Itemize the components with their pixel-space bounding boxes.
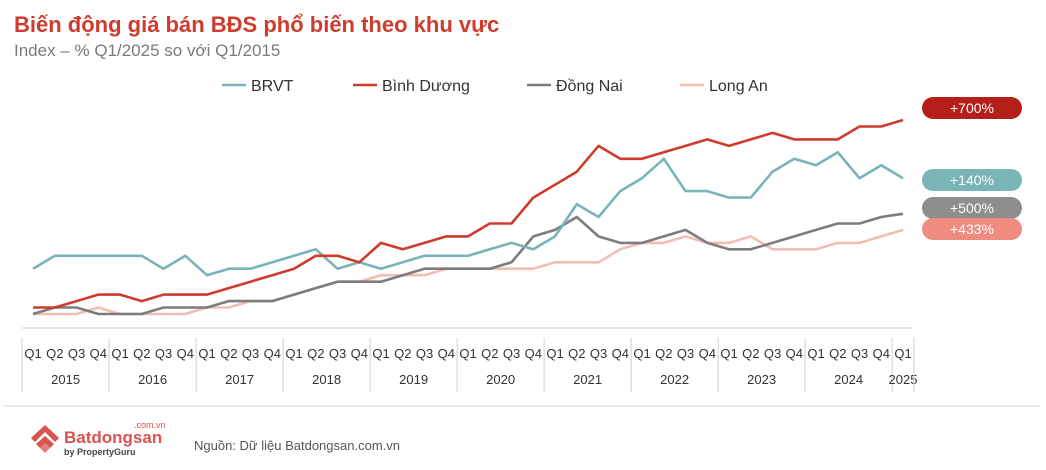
x-tick-label: Q2 bbox=[742, 346, 759, 361]
brand-name: Batdongsan bbox=[64, 428, 163, 447]
x-tick-label: Q4 bbox=[351, 346, 368, 361]
x-tick-label: Q3 bbox=[416, 346, 433, 361]
year-label: 2016 bbox=[138, 372, 167, 387]
x-tick-label: Q4 bbox=[873, 346, 890, 361]
end-label-pill bbox=[922, 97, 1022, 119]
brand-suffix: .com.vn bbox=[134, 420, 166, 430]
x-tick-label: Q3 bbox=[242, 346, 259, 361]
series-line-1 bbox=[33, 118, 904, 309]
legend-label: Đồng Nai bbox=[556, 78, 623, 95]
end-label-pill bbox=[922, 169, 1022, 191]
end-label-text: +433% bbox=[950, 221, 994, 237]
end-label-pill bbox=[922, 197, 1022, 219]
x-tick-label: Q2 bbox=[829, 346, 846, 361]
x-tick-label: Q3 bbox=[503, 346, 520, 361]
x-tick-label: Q4 bbox=[177, 346, 194, 361]
x-tick-label: Q1 bbox=[720, 346, 737, 361]
batdongsan-logo-icon bbox=[31, 425, 59, 453]
x-tick-label: Q2 bbox=[481, 346, 498, 361]
x-tick-label: Q2 bbox=[568, 346, 585, 361]
line-chart: BRVT Bình Dương Đồng Nai Long An +140% +700% +… bbox=[4, 78, 1040, 407]
end-label-text: +500% bbox=[950, 200, 994, 216]
x-tick-label: Q2 bbox=[394, 346, 411, 361]
x-tick-label: Q1 bbox=[24, 346, 41, 361]
x-tick-label: Q1 bbox=[807, 346, 824, 361]
year-label: 2021 bbox=[573, 372, 602, 387]
end-label-pill bbox=[922, 218, 1022, 240]
x-tick-label: Q3 bbox=[677, 346, 694, 361]
year-label: 2020 bbox=[486, 372, 515, 387]
end-label-0: +140% bbox=[922, 169, 1022, 191]
legend-item-2: Đồng Nai bbox=[527, 78, 623, 95]
x-tick-label: Q1 bbox=[459, 346, 476, 361]
series-line-2 bbox=[32, 212, 904, 316]
x-tick-label: Q3 bbox=[68, 346, 85, 361]
end-label-text: +140% bbox=[950, 172, 994, 188]
x-tick-label: Q4 bbox=[264, 346, 281, 361]
year-label: 2017 bbox=[225, 372, 254, 387]
brand-byline: by PropertyGuru bbox=[64, 447, 136, 457]
x-tick-label: Q3 bbox=[155, 346, 172, 361]
x-tick-label: Q1 bbox=[546, 346, 563, 361]
year-label: 2019 bbox=[399, 372, 428, 387]
x-tick-label: Q1 bbox=[633, 346, 650, 361]
legend-label: Long An bbox=[709, 78, 768, 95]
x-tick-label: Q3 bbox=[764, 346, 781, 361]
series-line-0 bbox=[32, 151, 904, 277]
year-label: 2015 bbox=[51, 372, 80, 387]
year-label: 2025 bbox=[889, 372, 918, 387]
legend-item-0: BRVT bbox=[222, 78, 294, 95]
year-label: 2018 bbox=[312, 372, 341, 387]
legend-item-1: Bình Dương bbox=[353, 78, 470, 95]
x-tick-label: Q3 bbox=[851, 346, 868, 361]
x-tick-label: Q1 bbox=[372, 346, 389, 361]
x-tick-label: Q1 bbox=[285, 346, 302, 361]
end-label-1: +700% bbox=[922, 97, 1022, 119]
x-tick-label: Q4 bbox=[90, 346, 107, 361]
year-label: 2023 bbox=[747, 372, 776, 387]
footer: .com.vn Batdongsan by PropertyGuru Nguồn… bbox=[0, 410, 1046, 470]
chart-subtitle: Index – % Q1/2025 so với Q1/2015 bbox=[14, 41, 281, 60]
x-tick-label: Q2 bbox=[307, 346, 324, 361]
legend-label: Bình Dương bbox=[382, 78, 470, 95]
year-label: 2022 bbox=[660, 372, 689, 387]
x-tick-label: Q2 bbox=[46, 346, 63, 361]
x-tick-label: Q3 bbox=[590, 346, 607, 361]
year-label: 2024 bbox=[834, 372, 863, 387]
x-tick-label: Q4 bbox=[438, 346, 455, 361]
x-tick-label: Q3 bbox=[329, 346, 346, 361]
end-label-3: +433% bbox=[922, 218, 1022, 240]
chart-title: Biến động giá bán BĐS phổ biến theo khu … bbox=[14, 12, 500, 37]
end-label-text: +700% bbox=[950, 100, 994, 116]
x-tick-label: Q1 bbox=[894, 346, 911, 361]
x-tick-label: Q2 bbox=[655, 346, 672, 361]
x-tick-label: Q4 bbox=[612, 346, 629, 361]
legend-label: BRVT bbox=[251, 78, 294, 95]
x-tick-label: Q4 bbox=[699, 346, 716, 361]
x-tick-label: Q2 bbox=[220, 346, 237, 361]
end-label-2: +500% bbox=[922, 197, 1022, 219]
source-note: Nguồn: Dữ liệu Batdongsan.com.vn bbox=[194, 438, 400, 453]
legend-item-3: Long An bbox=[680, 78, 768, 95]
x-tick-label: Q4 bbox=[786, 346, 803, 361]
x-tick-label: Q1 bbox=[198, 346, 215, 361]
x-tick-label: Q4 bbox=[525, 346, 542, 361]
x-tick-label: Q1 bbox=[111, 346, 128, 361]
x-tick-label: Q2 bbox=[133, 346, 150, 361]
